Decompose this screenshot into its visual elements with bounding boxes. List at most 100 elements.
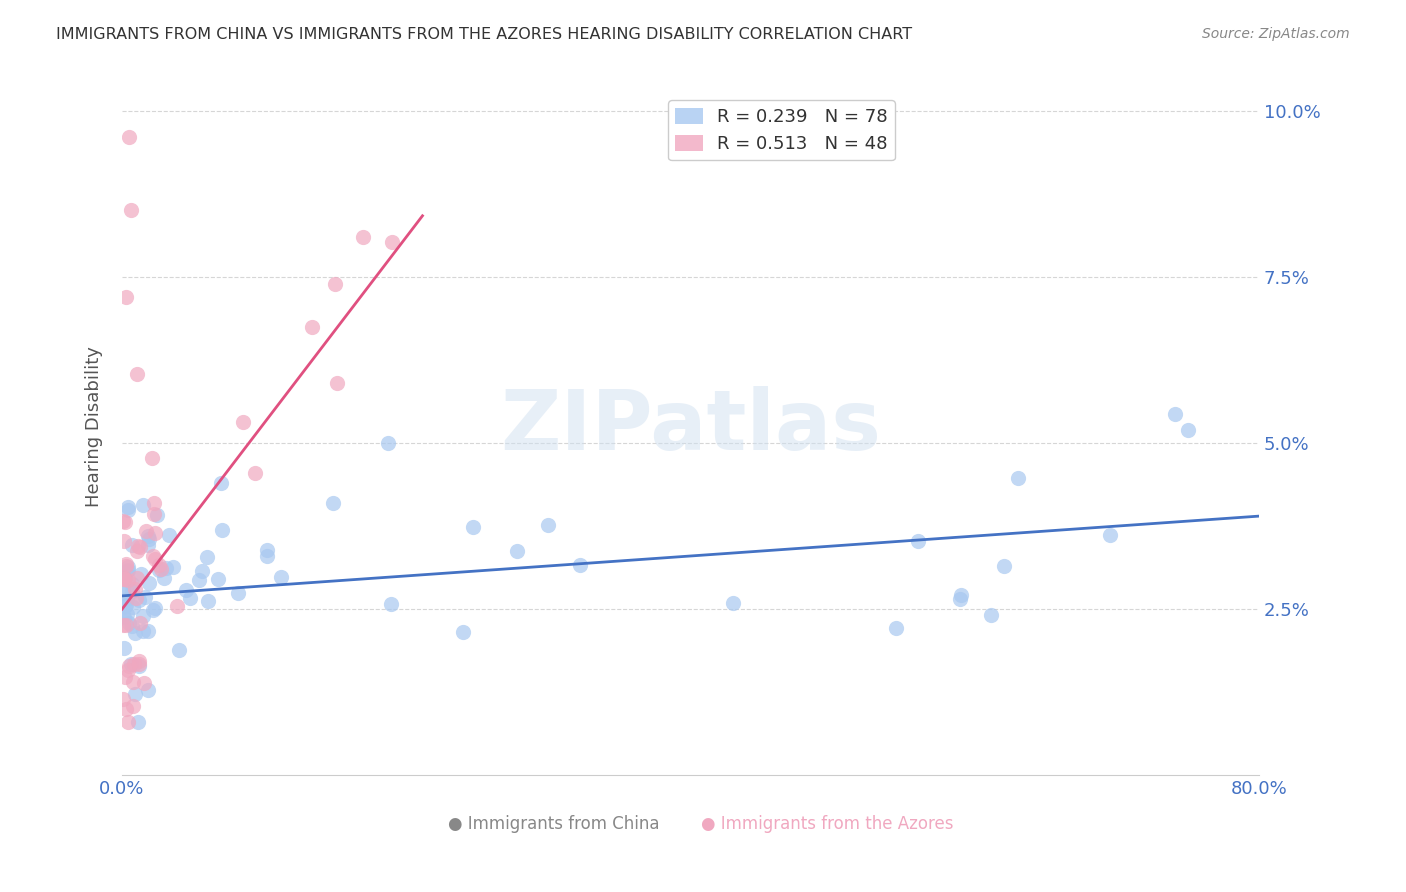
Point (155, 561, 177, 575)
Point (907, 533, 929, 548)
Point (143, 508, 166, 522)
Point (115, 559, 138, 574)
Point (187, 573, 209, 587)
Point (143, 526, 166, 541)
Point (950, 588, 973, 602)
Point (135, 524, 157, 538)
Point (886, 621, 908, 635)
Point (451, 625, 474, 640)
Point (128, 541, 150, 555)
Point (127, 368, 149, 382)
Point (125, 591, 148, 606)
Point (1164, 407, 1187, 421)
Point (142, 603, 165, 617)
Point (157, 528, 180, 542)
Point (112, 582, 135, 596)
Point (117, 503, 139, 517)
Point (143, 552, 166, 566)
Point (112, 618, 135, 632)
Point (153, 570, 176, 584)
Point (128, 593, 150, 607)
Point (143, 601, 166, 615)
Point (136, 682, 159, 697)
Text: ● Immigrants from China: ● Immigrants from China (449, 815, 659, 833)
Point (132, 498, 155, 512)
Point (121, 583, 143, 598)
Point (124, 687, 146, 701)
Point (122, 698, 145, 713)
Point (112, 570, 135, 584)
Point (117, 663, 139, 677)
Point (568, 558, 591, 573)
Point (150, 562, 173, 576)
Point (115, 290, 138, 304)
Point (980, 607, 1002, 622)
Point (243, 466, 266, 480)
Point (131, 567, 153, 582)
Point (129, 616, 152, 631)
Point (121, 675, 143, 690)
Point (232, 415, 254, 429)
Point (323, 277, 346, 291)
Point (301, 319, 323, 334)
Point (167, 642, 190, 657)
Point (128, 657, 150, 672)
Point (114, 557, 136, 571)
Point (226, 586, 249, 600)
Point (112, 534, 135, 549)
Point (114, 670, 136, 684)
Point (128, 659, 150, 673)
Point (112, 572, 135, 586)
Legend: R = 0.239   N = 78, R = 0.513   N = 48: R = 0.239 N = 78, R = 0.513 N = 48 (668, 101, 894, 161)
Point (322, 496, 344, 510)
Point (112, 608, 135, 623)
Point (256, 542, 278, 557)
Point (114, 599, 136, 614)
Text: Source: ZipAtlas.com: Source: ZipAtlas.com (1202, 27, 1350, 41)
Point (121, 599, 143, 614)
Point (115, 607, 138, 622)
Point (112, 573, 135, 587)
Point (506, 544, 529, 558)
Point (118, 616, 141, 631)
Point (138, 576, 160, 591)
Point (136, 537, 159, 551)
Point (131, 608, 153, 623)
Point (377, 436, 399, 450)
Point (120, 203, 142, 218)
Point (148, 562, 170, 576)
Point (122, 657, 145, 671)
Point (352, 230, 374, 244)
Point (121, 619, 143, 633)
Text: ● Immigrants from the Azores: ● Immigrants from the Azores (700, 815, 953, 833)
Point (120, 657, 142, 671)
Point (112, 586, 135, 600)
Point (949, 591, 972, 606)
Point (1007, 471, 1029, 485)
Point (209, 476, 232, 491)
Point (143, 496, 166, 510)
Point (118, 130, 141, 145)
Point (121, 538, 143, 552)
Point (114, 515, 136, 529)
Point (141, 451, 163, 466)
Point (121, 576, 143, 591)
Point (537, 518, 560, 533)
Point (134, 590, 156, 604)
Point (124, 626, 146, 640)
Point (380, 597, 402, 611)
Point (195, 550, 218, 565)
Point (112, 514, 135, 528)
Point (132, 676, 155, 690)
Point (128, 654, 150, 668)
Point (112, 691, 135, 706)
Point (207, 572, 229, 586)
Point (117, 560, 139, 574)
Point (197, 594, 219, 608)
Point (115, 618, 138, 632)
Point (721, 596, 744, 610)
Point (114, 566, 136, 581)
Point (146, 508, 169, 523)
Point (117, 563, 139, 577)
Point (138, 532, 160, 546)
